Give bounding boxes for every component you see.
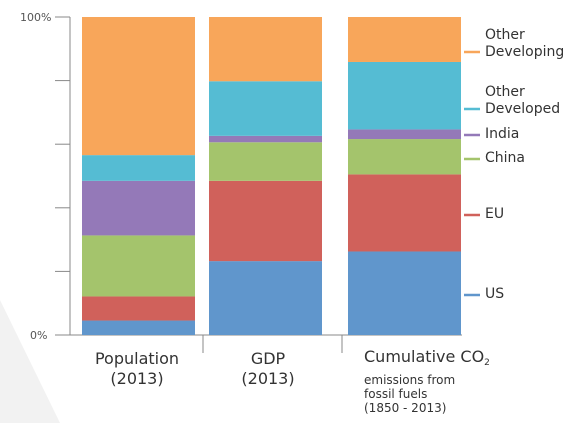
legend-item-india: India: [485, 126, 519, 143]
bar-segment-cumulative-co2-us: [348, 251, 461, 335]
bar-segment-gdp-us: [209, 261, 322, 335]
bar-segment-population-us: [82, 320, 195, 335]
category-label-line: Population: [94, 349, 180, 368]
category-sub-label-line: (1850 - 2013): [364, 401, 447, 415]
legend-item-china: China: [485, 150, 525, 167]
bar-segment-gdp-other-developing: [209, 17, 322, 82]
legend-label-line: Other: [485, 27, 525, 43]
legend-item-us: US: [485, 286, 504, 303]
bar-segment-gdp-eu: [209, 180, 322, 262]
bar-segment-population-other-developing: [82, 17, 195, 156]
category-label-line: GDP: [250, 349, 286, 368]
bar-segment-population-eu: [82, 296, 195, 321]
bar-segment-gdp-other-developed: [209, 81, 322, 136]
category-dividers: [202, 335, 343, 353]
bar-segment-cumulative-co2-other-developed: [348, 61, 461, 130]
legend-label-line: Developing: [485, 44, 565, 60]
co2-subscript: 2: [484, 358, 490, 368]
bar-segment-gdp-china: [209, 142, 322, 181]
bar-segment-cumulative-co2-other-developing: [348, 17, 461, 62]
category-sub-label-line: emissions from: [364, 373, 456, 387]
bar-segment-cumulative-co2-india: [348, 129, 461, 140]
y-tick-label-0: 0%: [30, 329, 48, 342]
category-label-population: Population (2013): [72, 349, 202, 389]
legend-label-line: Developed: [485, 101, 561, 117]
legend-item-other-developed: Other Developed: [485, 84, 560, 118]
bar-segment-population-india: [82, 180, 195, 236]
bar-segment-population-china: [82, 235, 195, 297]
legend-item-eu: EU: [485, 206, 504, 223]
legend-label-line: Other: [485, 84, 525, 100]
legend-label-line: US: [485, 286, 505, 302]
category-label-line: (2013): [110, 369, 164, 388]
bars: [82, 17, 461, 335]
category-label-gdp: GDP (2013): [208, 349, 328, 389]
bar-segment-cumulative-co2-china: [348, 139, 461, 175]
legend-ticks: [464, 50, 480, 297]
bar-segment-population-other-developed: [82, 155, 195, 181]
bar-segment-cumulative-co2-eu: [348, 174, 461, 252]
category-label-line: (2013): [241, 369, 295, 388]
category-label-cumulative-co2: Cumulative CO2 emissions from fossil fue…: [364, 347, 564, 415]
category-sub-label-line: fossil fuels: [364, 387, 428, 401]
legend-label-line: EU: [485, 206, 505, 222]
category-label-line: Cumulative CO2: [364, 347, 564, 373]
y-tick-label-100: 100%: [20, 11, 52, 24]
legend-item-other-developing: Other Developing: [485, 27, 564, 61]
co2-label-text: Cumulative CO: [364, 347, 485, 366]
legend-label-line: India: [485, 126, 520, 142]
bar-segment-gdp-india: [209, 135, 322, 143]
legend-label-line: China: [485, 150, 525, 166]
